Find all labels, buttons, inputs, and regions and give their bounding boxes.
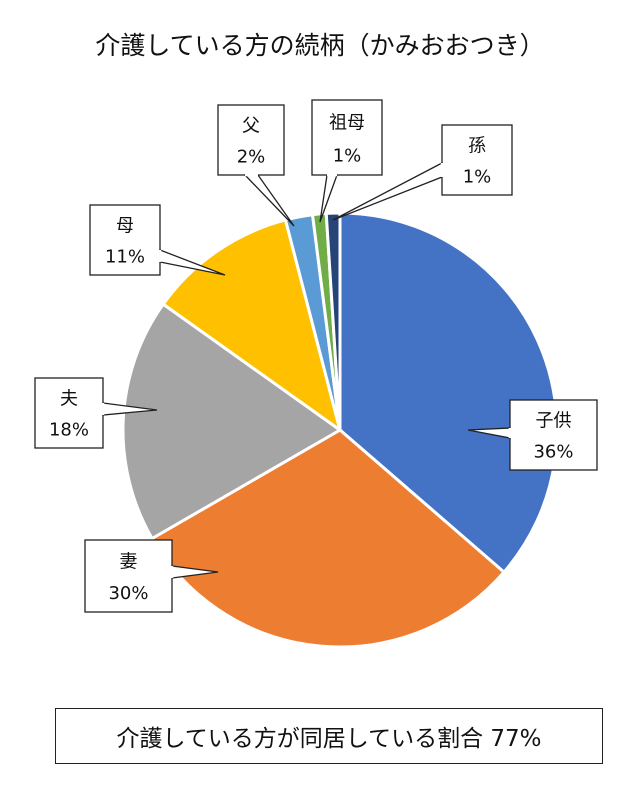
category-label-2: 夫 xyxy=(60,389,78,410)
percent-label-1: 30% xyxy=(108,583,148,604)
category-label-6: 孫 xyxy=(468,136,486,157)
category-label-0: 子供 xyxy=(536,411,572,432)
callout-box-0 xyxy=(509,399,598,471)
callout-box-6 xyxy=(441,124,513,196)
callout-box-3 xyxy=(89,204,161,276)
percent-label-2: 18% xyxy=(49,419,89,440)
percent-label-5: 1% xyxy=(333,146,362,167)
callout-box-1 xyxy=(84,539,173,613)
callout-box-5 xyxy=(311,99,383,176)
pie-slice-6 xyxy=(324,211,342,431)
callout-box-4 xyxy=(217,104,285,176)
pie-slice-3 xyxy=(161,218,343,434)
percent-label-4: 2% xyxy=(237,146,266,167)
callout-pointer-4 xyxy=(243,174,295,227)
pie-slice-2 xyxy=(121,302,343,541)
pie-slice-0 xyxy=(338,211,559,575)
percent-label-0: 36% xyxy=(533,441,573,462)
category-label-4: 父 xyxy=(242,116,260,137)
chart-title: 介護している方の続柄（かみおおつき） xyxy=(95,31,545,60)
percent-label-6: 1% xyxy=(463,166,492,187)
category-label-3: 母 xyxy=(116,216,134,237)
percent-label-3: 11% xyxy=(105,246,145,267)
pie-slice-1 xyxy=(150,428,507,649)
category-label-5: 祖母 xyxy=(329,113,365,134)
summary-box: 介護している方が同居している割合 77% xyxy=(55,708,603,764)
category-label-1: 妻 xyxy=(120,551,138,572)
